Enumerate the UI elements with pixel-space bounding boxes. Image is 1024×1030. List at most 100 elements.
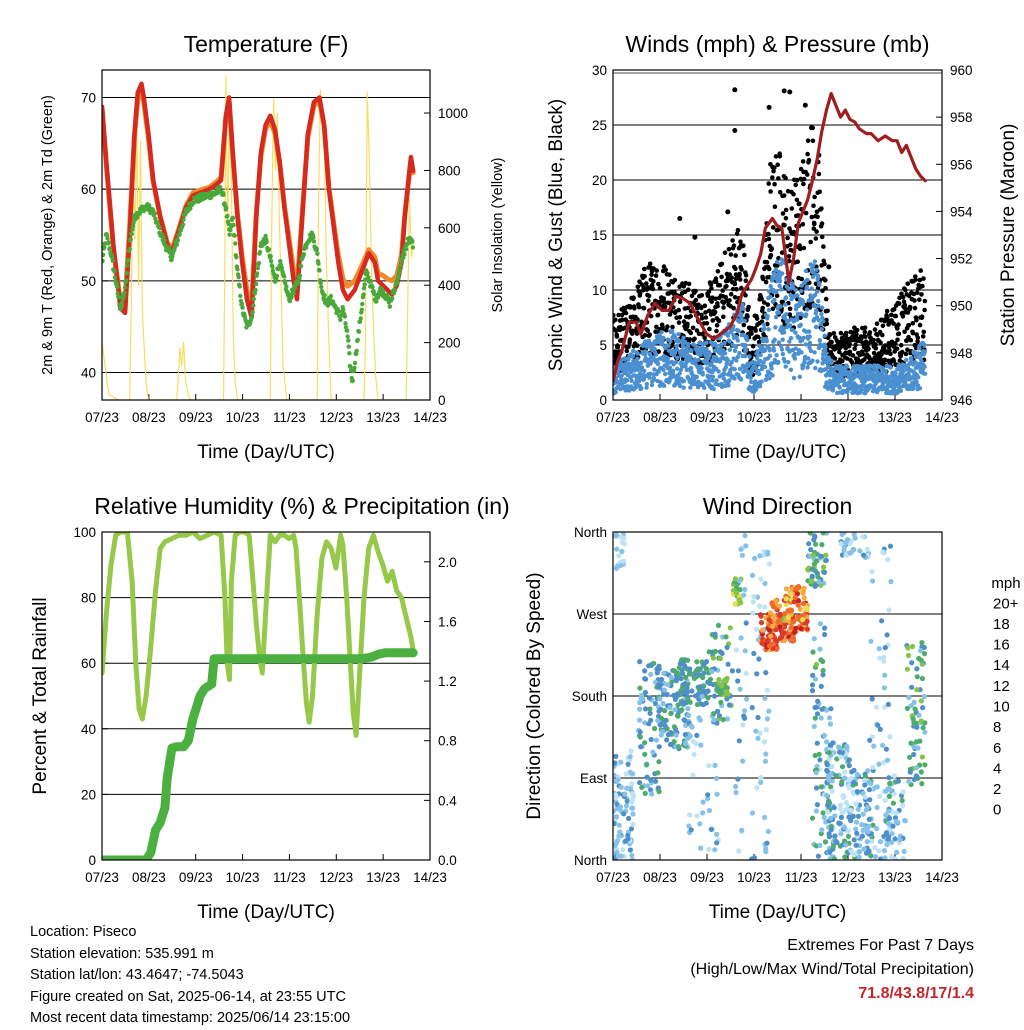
x-tick-label: 11/23 — [785, 870, 818, 885]
direction-point — [828, 706, 834, 712]
direction-point — [883, 746, 890, 752]
direction-point — [843, 539, 849, 545]
rh-left-axis-tick-label: 20 — [81, 787, 96, 802]
direction-point — [712, 762, 718, 769]
direction-point — [913, 774, 920, 780]
gust-point — [690, 325, 696, 331]
direction-point — [667, 705, 673, 711]
direction-point — [807, 532, 813, 536]
direction-point — [868, 853, 874, 859]
gust-point — [799, 276, 804, 282]
x-tick-label: 12/23 — [831, 410, 865, 425]
gust-point — [662, 300, 667, 305]
direction-point — [642, 689, 649, 696]
gust-point — [693, 297, 699, 303]
dewpoint-point — [227, 232, 232, 237]
dewpoint-point — [356, 329, 362, 334]
direction-point — [674, 670, 680, 676]
direction-point — [656, 759, 662, 765]
direction-point — [689, 688, 695, 694]
gust-point — [699, 293, 705, 298]
wind-point — [804, 312, 809, 317]
dewpoint-point — [387, 304, 393, 309]
direction-point — [885, 557, 891, 563]
gust-point — [665, 324, 670, 330]
wind-left-axis-tick-label: 25 — [592, 118, 607, 133]
direction-point — [813, 541, 819, 547]
direction-point — [712, 648, 719, 654]
gust-point — [901, 299, 907, 305]
gust-point — [896, 322, 901, 328]
gust-point — [921, 276, 926, 281]
wind-point — [810, 269, 815, 275]
direction-point — [682, 732, 689, 738]
direction-point — [922, 762, 928, 768]
direction-point — [817, 757, 823, 763]
gust-point — [810, 125, 815, 131]
dewpoint-point — [314, 247, 319, 252]
gust-point — [838, 330, 844, 336]
gust-point — [672, 290, 677, 295]
direction-point — [617, 829, 623, 835]
direction-point — [848, 807, 854, 813]
direction-point — [697, 821, 703, 827]
dewpoint-point — [105, 236, 110, 241]
direction-point — [655, 770, 661, 776]
direction-point — [642, 751, 648, 757]
wind-point — [813, 365, 818, 371]
gust-point — [794, 197, 800, 203]
direction-point — [885, 701, 892, 708]
humidity-title: Relative Humidity (%) & Precipitation (i… — [94, 493, 509, 519]
temp-left-axis-tick-label: 50 — [81, 274, 96, 289]
wind-point — [814, 267, 819, 272]
direction-point — [836, 749, 843, 755]
direction-point — [869, 569, 875, 575]
gust-point — [859, 336, 864, 341]
gust-point — [777, 190, 783, 195]
gust-point — [656, 349, 661, 354]
dewpoint-point — [221, 192, 226, 197]
gust-point — [741, 322, 747, 328]
x-tick-label: 09/23 — [179, 410, 213, 425]
dewpoint-point — [297, 273, 303, 278]
gust-point — [693, 288, 698, 294]
wind-point — [694, 374, 699, 379]
gust-point — [655, 312, 661, 318]
gust-point — [733, 266, 738, 272]
direction-point — [874, 826, 880, 832]
wind-point — [762, 364, 768, 370]
wind-point — [804, 284, 810, 290]
wind-point — [812, 350, 817, 355]
wind-point — [804, 307, 810, 312]
direction-point — [844, 745, 850, 751]
wind-point — [769, 278, 775, 283]
direction-point — [777, 624, 783, 630]
x-tick-label: 07/23 — [85, 410, 119, 425]
wind-point — [626, 357, 631, 362]
direction-point — [904, 705, 911, 712]
gust-point — [649, 272, 654, 278]
direction-point — [866, 787, 873, 793]
wind-point — [801, 335, 806, 341]
gust-point — [880, 323, 886, 329]
direction-point — [693, 668, 700, 674]
direction-point — [620, 847, 626, 853]
dewpoint-point — [396, 274, 401, 279]
direction-point — [763, 670, 769, 676]
x-tick-label: 11/23 — [273, 870, 306, 885]
gust-point — [915, 339, 920, 344]
dewpoint-point — [354, 348, 359, 353]
direction-point — [627, 785, 634, 791]
direction-point — [630, 821, 636, 828]
gust-point — [781, 193, 787, 198]
direction-point — [644, 762, 650, 768]
direction-point — [824, 809, 831, 815]
dewpoint-point — [357, 319, 363, 324]
wind-point — [797, 374, 802, 379]
wind-point — [613, 390, 618, 395]
dewpoint-point — [352, 365, 357, 371]
precip-right-axis-tick-label: 1.6 — [438, 614, 457, 629]
direction-point — [642, 720, 648, 726]
wind-point — [651, 355, 656, 360]
